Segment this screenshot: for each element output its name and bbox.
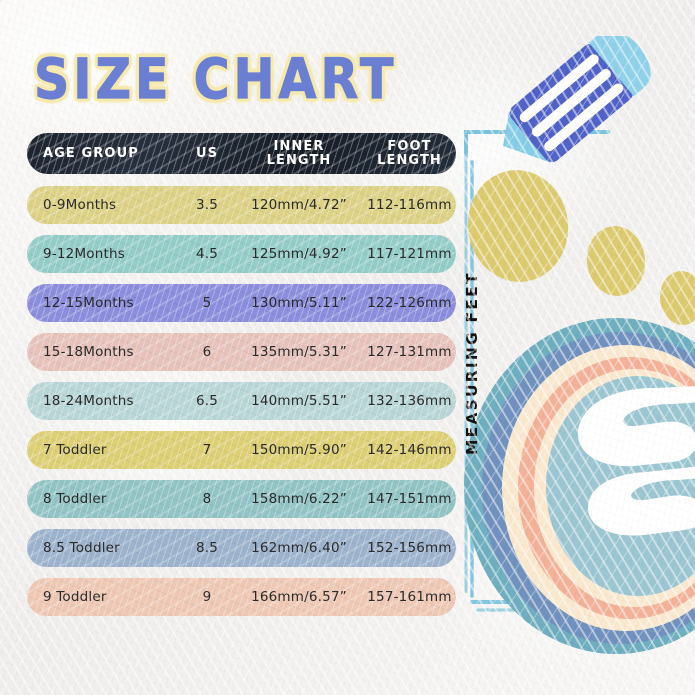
pencil-icon — [503, 36, 651, 163]
cell-us: 6.5 — [195, 393, 219, 409]
measuring-feet-illustration — [458, 36, 695, 661]
cell-inner-length: 125mm/4.92” — [251, 246, 347, 262]
cell-foot-length: 127-131mm — [367, 344, 452, 360]
cell-age-group: 8.5 Toddler — [43, 540, 120, 556]
cell-foot-length: 142-146mm — [367, 442, 452, 458]
cell-foot-length: 147-151mm — [367, 491, 452, 507]
cell-us: 5 — [202, 295, 212, 311]
page-title: SIZE CHART — [33, 46, 398, 112]
cell-foot-length: 132-136mm — [367, 393, 452, 409]
cell-us: 8.5 — [195, 540, 219, 556]
table-row: 15-18Months 6 135mm/5.31” 127-131mm — [27, 333, 456, 371]
cell-age-group: 9-12Months — [43, 246, 125, 262]
cell-age-group: 7 Toddler — [43, 442, 107, 458]
column-header-inner-length: INNER LENGTH — [266, 139, 332, 168]
cell-us: 7 — [202, 442, 212, 458]
cell-foot-length: 152-156mm — [367, 540, 452, 556]
cell-age-group: 18-24Months — [43, 393, 134, 409]
cell-us: 8 — [202, 491, 212, 507]
cell-inner-length: 140mm/5.51” — [251, 393, 347, 409]
cell-inner-length: 130mm/5.11” — [251, 295, 347, 311]
table-row: 8.5 Toddler 8.5 162mm/6.40” 152-156mm — [27, 529, 456, 567]
cell-foot-length: 112-116mm — [367, 197, 452, 213]
cell-inner-length: 162mm/6.40” — [251, 540, 347, 556]
cell-inner-length: 135mm/5.31” — [251, 344, 347, 360]
foot-arch-shape — [578, 386, 695, 536]
foot-toes-icon — [467, 170, 695, 325]
cell-inner-length: 150mm/5.90” — [251, 442, 347, 458]
cell-us: 4.5 — [195, 246, 219, 262]
cell-us: 3.5 — [195, 197, 219, 213]
table-row: 18-24Months 6.5 140mm/5.51” 132-136mm — [27, 382, 456, 420]
table-row: 12-15Months 5 130mm/5.11” 122-126mm — [27, 284, 456, 322]
cell-foot-length: 122-126mm — [367, 295, 452, 311]
cell-age-group: 15-18Months — [43, 344, 134, 360]
cell-inner-length: 166mm/6.57” — [251, 589, 347, 605]
cell-age-group: 12-15Months — [43, 295, 134, 311]
measuring-feet-label: MEASURING FEET — [463, 271, 481, 455]
cell-age-group: 0-9Months — [43, 197, 117, 213]
table-row: 8 Toddler 8 158mm/6.22” 147-151mm — [27, 480, 456, 518]
size-chart-table: AGE GROUP US INNER LENGTH FOOT LENGTH 0-… — [27, 133, 456, 627]
column-header-age-group: AGE GROUP — [43, 145, 139, 161]
table-row: 0-9Months 3.5 120mm/4.72” 112-116mm — [27, 186, 456, 224]
cell-foot-length: 117-121mm — [367, 246, 452, 262]
cell-us: 6 — [202, 344, 212, 360]
cell-inner-length: 120mm/4.72” — [251, 197, 347, 213]
table-row: 9 Toddler 9 166mm/6.57” 157-161mm — [27, 578, 456, 616]
cell-inner-length: 158mm/6.22” — [251, 491, 347, 507]
table-row: 7 Toddler 7 150mm/5.90” 142-146mm — [27, 431, 456, 469]
column-header-us: US — [195, 145, 219, 161]
foot-icon — [464, 318, 695, 654]
cell-age-group: 9 Toddler — [43, 589, 107, 605]
cell-us: 9 — [202, 589, 212, 605]
table-header-row: AGE GROUP US INNER LENGTH FOOT LENGTH — [27, 133, 456, 174]
cell-age-group: 8 Toddler — [43, 491, 107, 507]
column-header-foot-length: FOOT LENGTH — [377, 139, 442, 168]
cell-foot-length: 157-161mm — [367, 589, 452, 605]
table-row: 9-12Months 4.5 125mm/4.92” 117-121mm — [27, 235, 456, 273]
